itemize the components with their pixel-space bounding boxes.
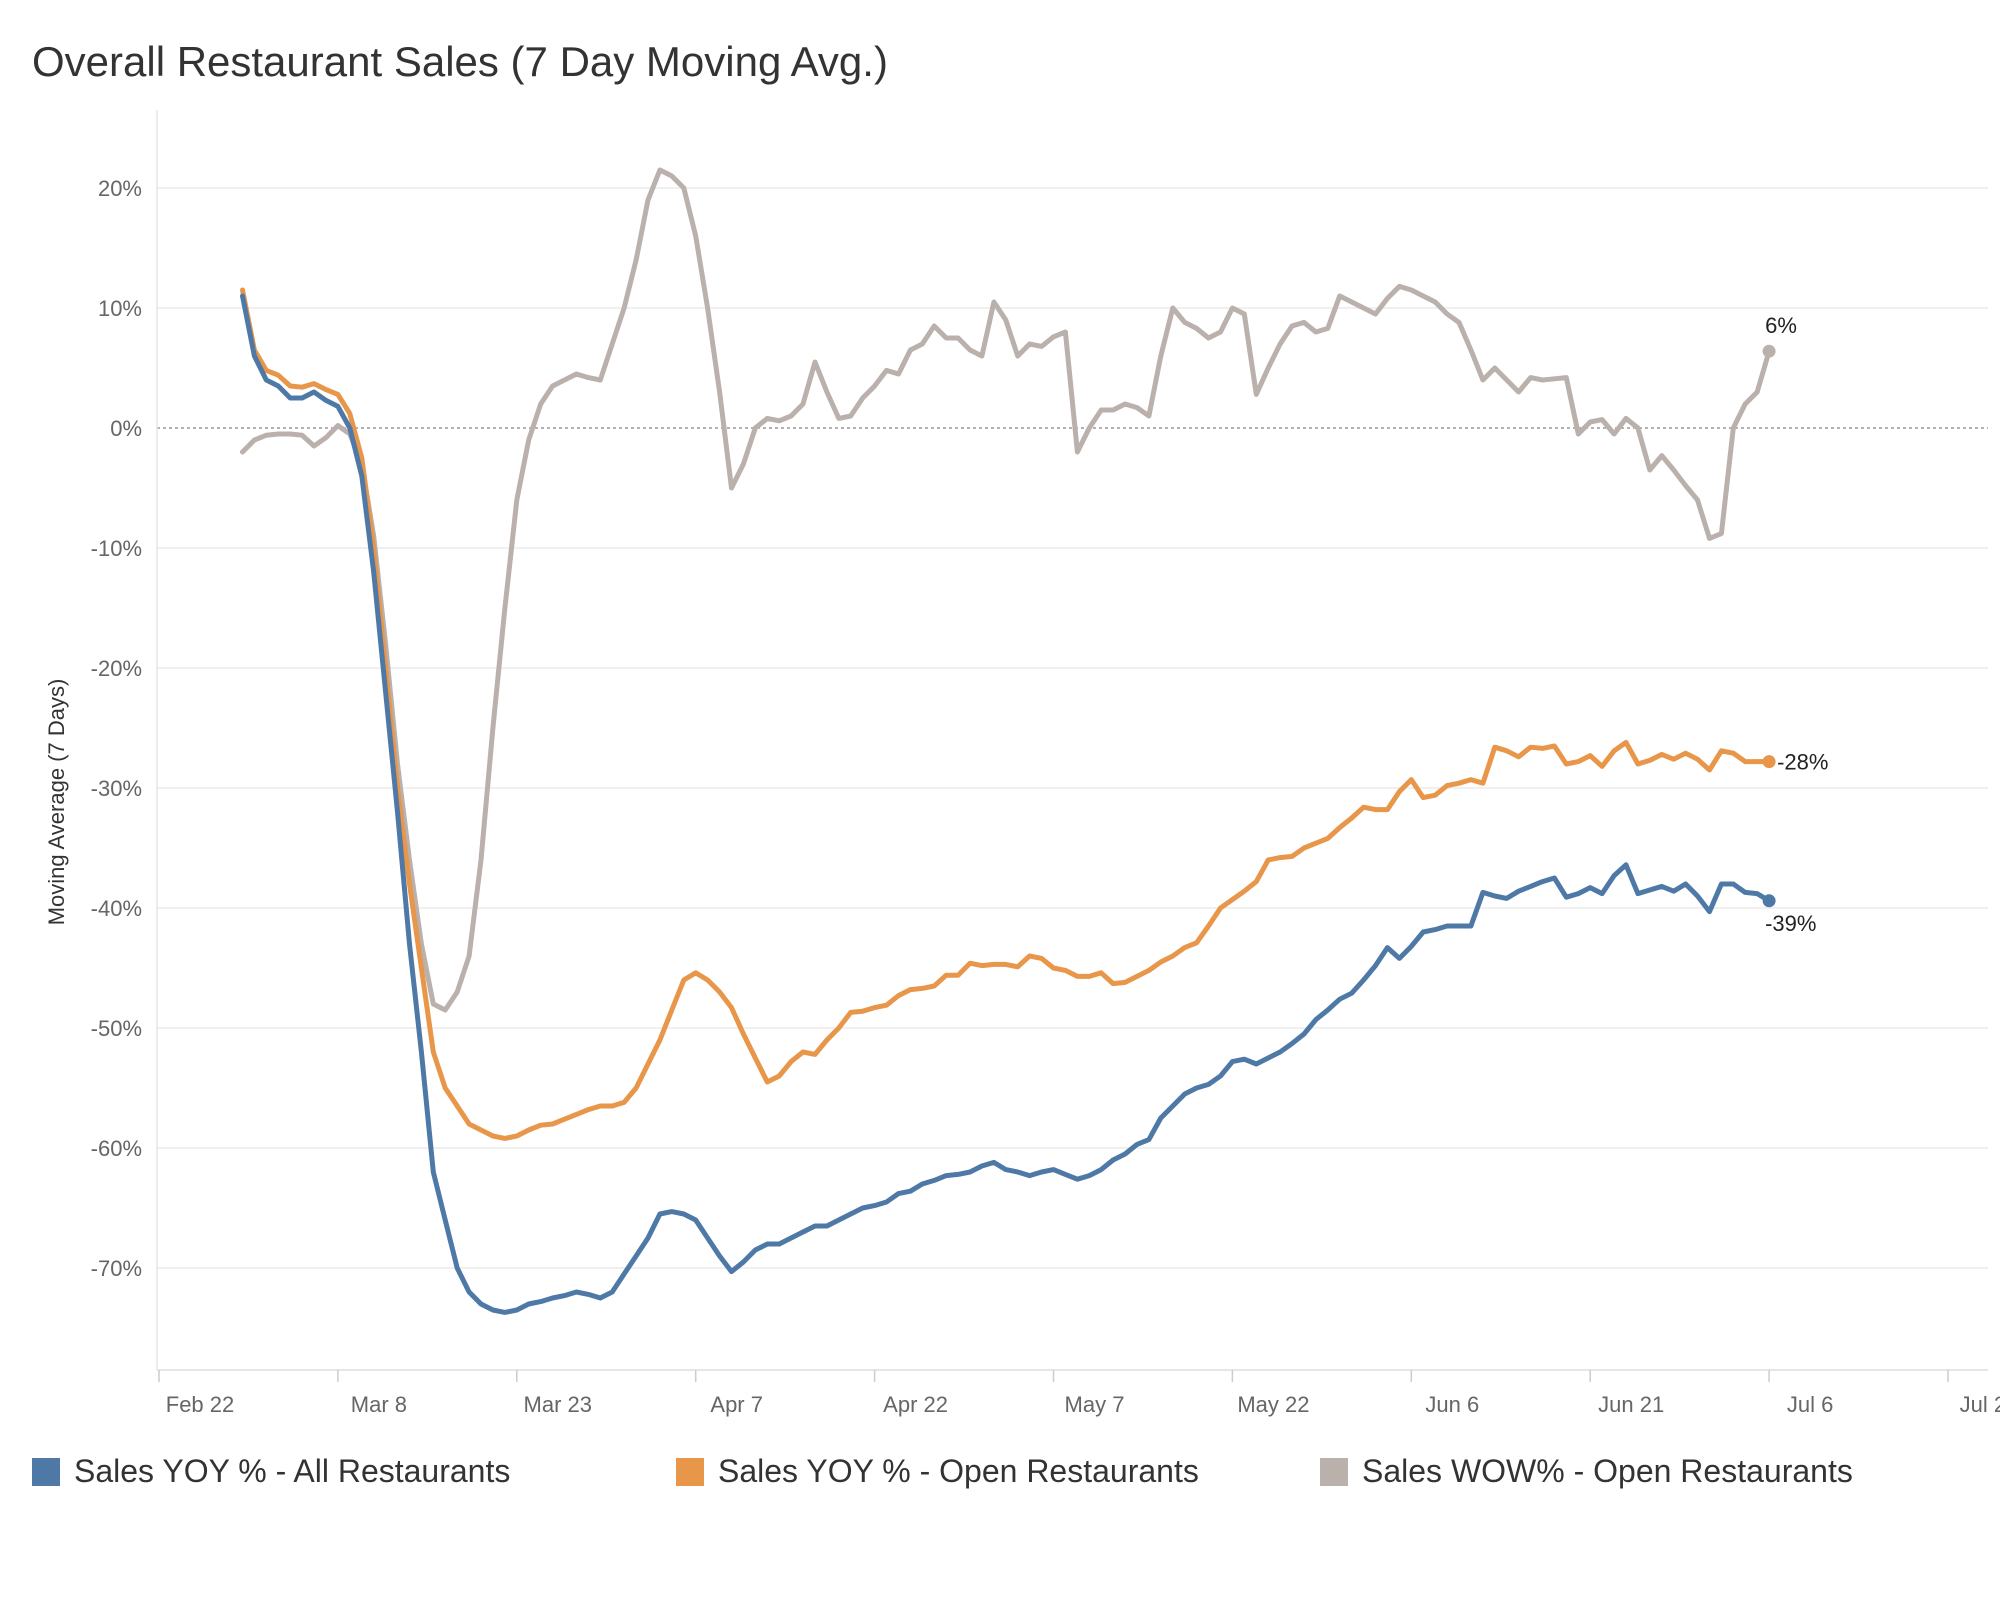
x-tick-label: Feb 22 <box>166 1392 235 1417</box>
x-tick-label: Jun 21 <box>1598 1392 1664 1417</box>
x-tick-label: Apr 22 <box>883 1392 948 1417</box>
legend-label-wow: Sales WOW% - Open Restaurants <box>1362 1453 1853 1489</box>
y-tick-label: -20% <box>91 656 142 681</box>
legend-swatch-wow <box>1320 1457 1348 1486</box>
x-tick-label: Mar 23 <box>524 1392 592 1417</box>
y-tick-label: -30% <box>91 776 142 801</box>
y-tick-label: -70% <box>91 1256 142 1281</box>
x-tick-label: Jun 6 <box>1425 1392 1479 1417</box>
series-end-point-1 <box>1762 755 1776 769</box>
series-lines <box>240 167 1776 1315</box>
x-tick-label: May 7 <box>1065 1392 1125 1417</box>
x-tick-label: May 22 <box>1237 1392 1309 1417</box>
chart-title: Overall Restaurant Sales (7 Day Moving A… <box>32 38 888 85</box>
data-labels: 6% -28% -39% <box>1765 313 1828 936</box>
series-end-label-2: 6% <box>1765 313 1797 338</box>
legend-swatch-open <box>676 1457 704 1486</box>
x-tick-label: Apr 7 <box>710 1392 763 1417</box>
legend-label-open: Sales YOY % - Open Restaurants <box>718 1453 1199 1489</box>
legend-label-all: Sales YOY % - All Restaurants <box>74 1453 511 1489</box>
y-tick-label: -10% <box>91 536 142 561</box>
series-end-point-2 <box>1762 344 1776 358</box>
legend-swatch-all <box>32 1457 60 1486</box>
y-tick-label: -40% <box>91 896 142 921</box>
legend-item-open-restaurants[interactable]: Sales YOY % - Open Restaurants <box>676 1453 1199 1490</box>
gridlines <box>157 187 1988 1269</box>
y-tick-label: -50% <box>91 1016 142 1041</box>
series-end-label-1: -28% <box>1777 750 1828 775</box>
y-tick-label: 0% <box>110 416 142 441</box>
y-tick-label: -60% <box>91 1136 142 1161</box>
series-end-label-0: -39% <box>1765 911 1816 936</box>
y-tick-label: 20% <box>98 176 142 201</box>
axes: 20% 10% 0% -10% -20% -30% -40% -50% -60% -70% Feb … <box>91 110 2000 1417</box>
x-tick-label: Mar 8 <box>351 1392 407 1417</box>
series-end-point-0 <box>1762 894 1776 908</box>
y-tick-label: 10% <box>98 296 142 321</box>
y-axis-label: Moving Average (7 Days) <box>44 679 69 926</box>
x-tick-label: Jul 6 <box>1787 1392 1833 1417</box>
legend-item-wow-open[interactable]: Sales WOW% - Open Restaurants <box>1320 1453 1853 1490</box>
legend-item-all-restaurants[interactable]: Sales YOY % - All Restaurants <box>32 1453 510 1490</box>
series-line-2 <box>240 167 1772 1013</box>
series-line-0 <box>240 293 1772 1315</box>
x-tick-label: Jul 21 <box>1960 1392 2000 1417</box>
series-line-1 <box>240 287 1772 1141</box>
